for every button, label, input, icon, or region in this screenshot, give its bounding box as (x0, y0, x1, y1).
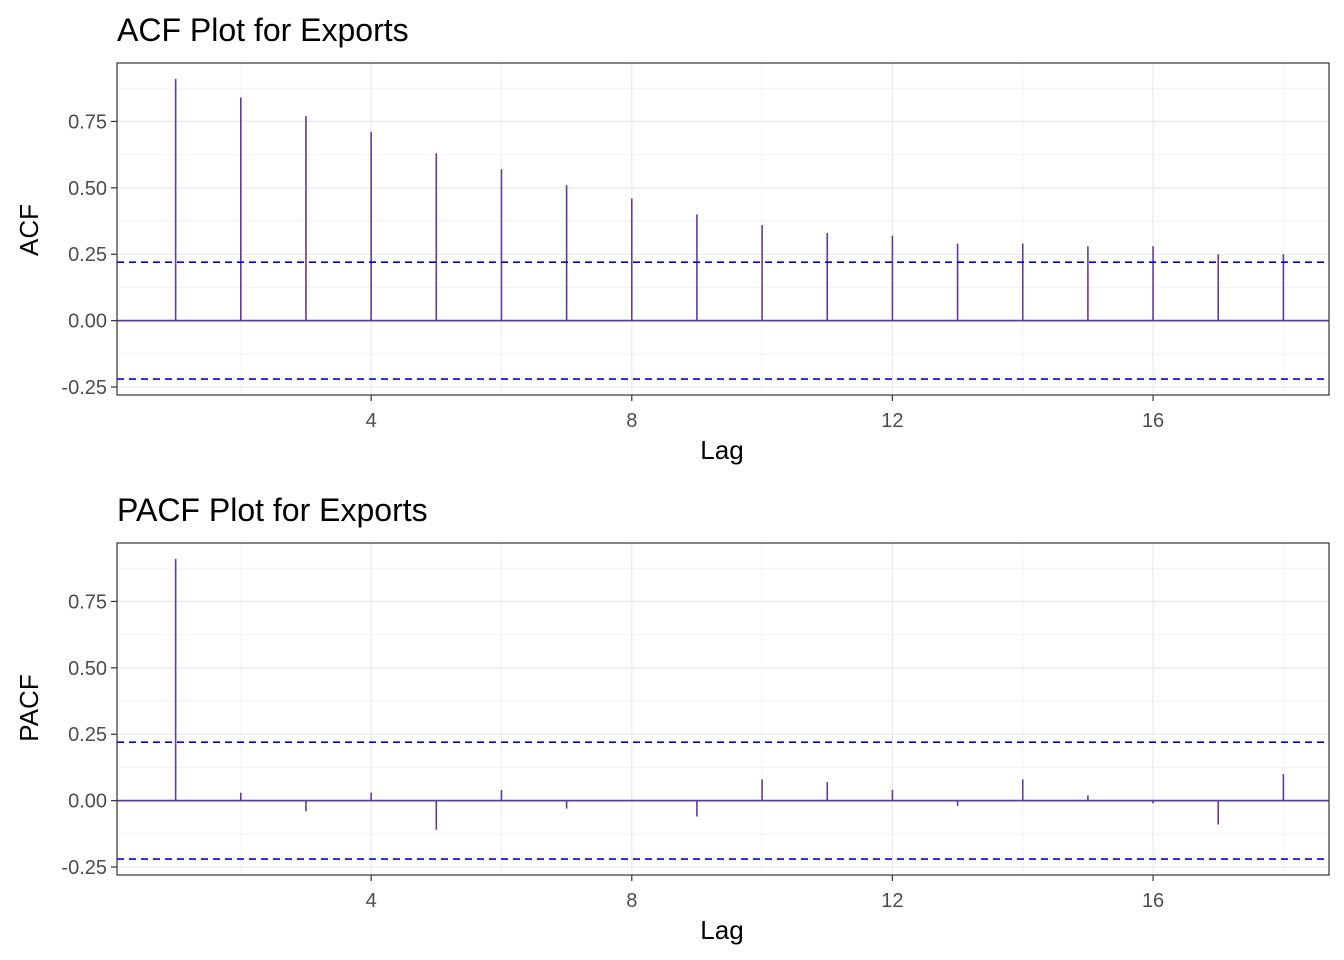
acf-x-tick-label: 12 (881, 410, 903, 432)
pacf-y-tick-label: -0.25 (61, 857, 107, 879)
acf-x-axis-title: Lag (700, 435, 743, 465)
acf-panel: ACF Plot for Exports -0.25 0.00 0.25 0.50 0.… (14, 12, 1330, 465)
pacf-x-tick-label: 4 (366, 890, 377, 912)
pacf-y-axis-title: PACF (14, 674, 44, 741)
acf-y-tick-label: 0.75 (68, 111, 107, 133)
pacf-confidence-limits (117, 741, 1329, 860)
pacf-grid-minor (117, 543, 1329, 875)
acf-x-tick-label: 8 (626, 410, 637, 432)
acf-grid-minor (117, 63, 1329, 395)
pacf-panel: PACF Plot for Exports -0.25 0.00 0.25 0.50 0… (14, 492, 1330, 945)
pacf-x-tick-label: 16 (1142, 890, 1164, 912)
pacf-bars (117, 558, 1329, 830)
acf-y-axis-title: ACF (14, 204, 44, 256)
pacf-y-tick-label: 0.50 (68, 658, 107, 680)
acf-y-tick-label: 0.25 (68, 244, 107, 266)
acf-y-tick-label: 0.00 (68, 311, 107, 333)
acf-bars (117, 78, 1329, 322)
acf-x-tick-label: 16 (1142, 410, 1164, 432)
acf-chart-title: ACF Plot for Exports (117, 12, 409, 48)
pacf-x-tick-label: 8 (626, 890, 637, 912)
pacf-x-tick-label: 12 (881, 890, 903, 912)
pacf-plot-frame (116, 542, 1330, 876)
acf-x-axis-ticks: 4 8 12 16 (366, 395, 1164, 432)
pacf-x-axis-title: Lag (700, 915, 743, 945)
acf-confidence-limits (117, 261, 1329, 380)
acf-grid-major (117, 63, 1329, 395)
pacf-y-tick-label: 0.25 (68, 724, 107, 746)
pacf-x-axis-ticks: 4 8 12 16 (366, 875, 1164, 912)
acf-x-tick-label: 4 (366, 410, 377, 432)
pacf-y-axis-ticks: -0.25 0.00 0.25 0.50 0.75 (61, 591, 117, 879)
pacf-chart-title: PACF Plot for Exports (117, 492, 428, 528)
acf-y-tick-label: 0.50 (68, 178, 107, 200)
pacf-grid-major (117, 543, 1329, 875)
pacf-y-tick-label: 0.00 (68, 791, 107, 813)
acf-y-axis-ticks: -0.25 0.00 0.25 0.50 0.75 (61, 111, 117, 399)
acf-plot-frame (116, 62, 1330, 396)
pacf-y-tick-label: 0.75 (68, 591, 107, 613)
acf-y-tick-label: -0.25 (61, 377, 107, 399)
